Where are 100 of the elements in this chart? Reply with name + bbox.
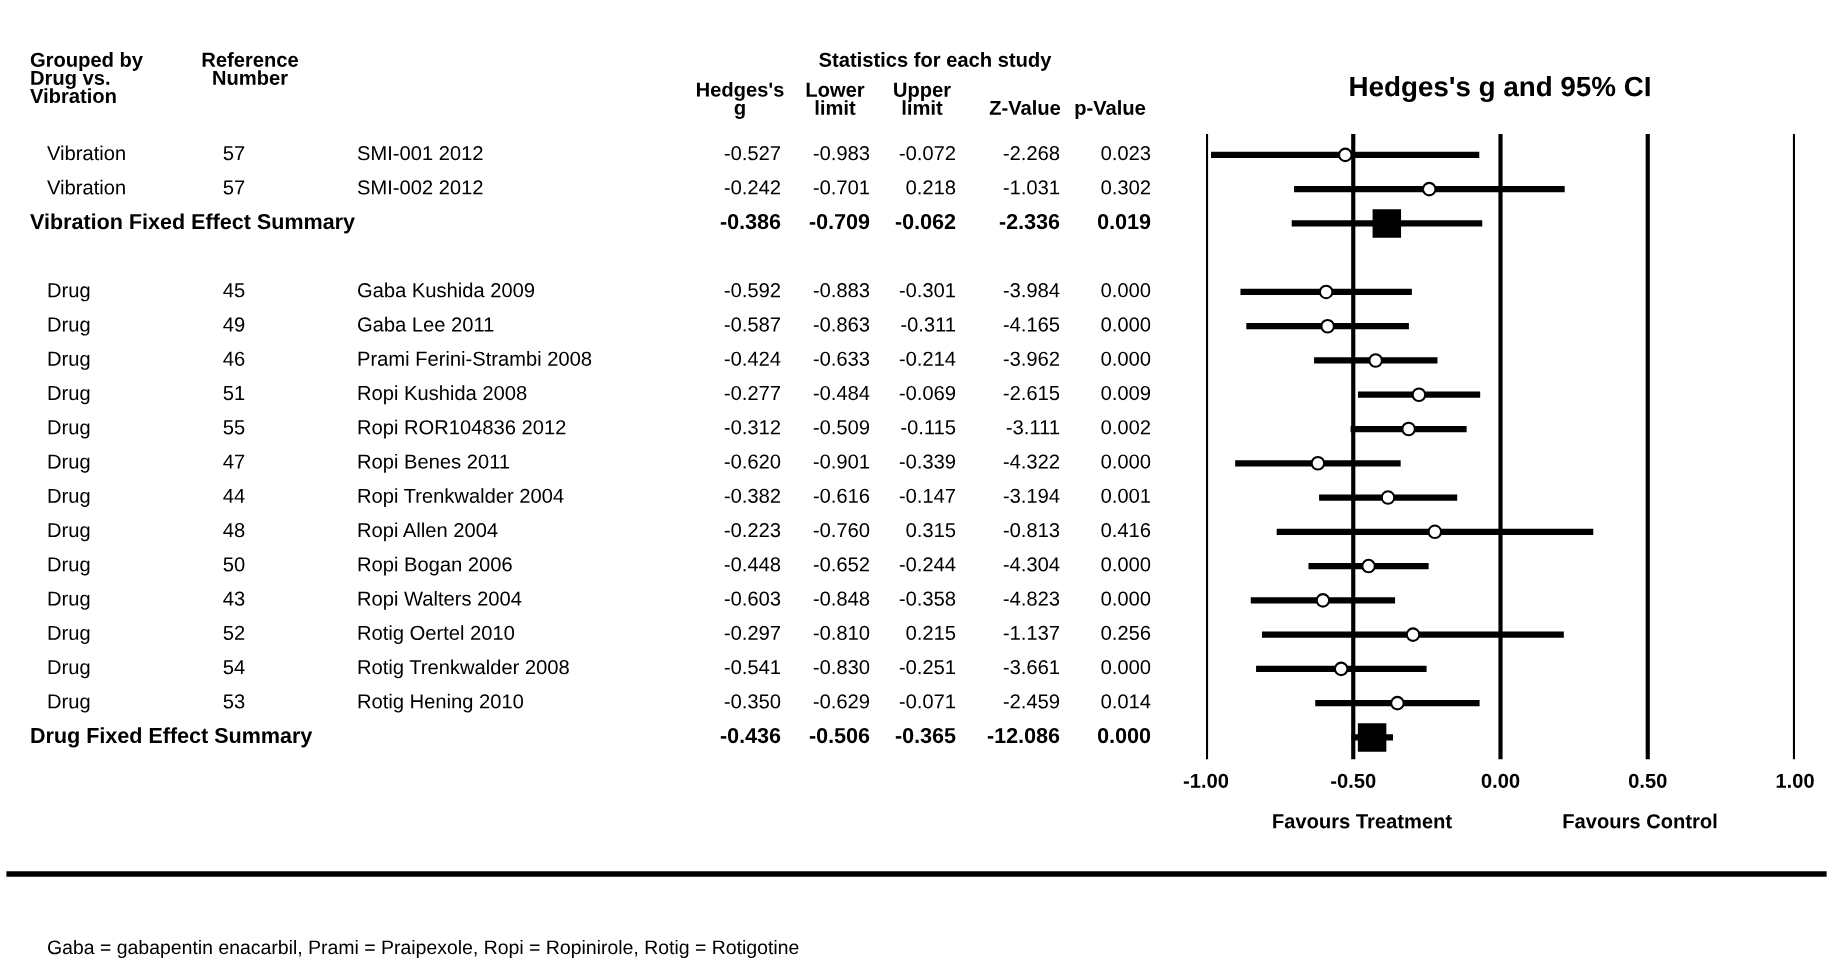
text: Gaba = gabapentin enacarbil, Prami = Praipexole, Ropi = Ropinirole, Rotig = Rotigotine (47, 939, 799, 959)
text: Rotig Hening 2010 (358, 693, 524, 713)
text: -0.629 (813, 694, 870, 709)
text: 53 (223, 694, 245, 709)
point (1380, 490, 1396, 505)
text: -0.620 (724, 454, 781, 469)
text: Drug (48, 283, 90, 302)
category-label: Z-Value (989, 100, 1061, 115)
text: -0.062 (895, 213, 956, 230)
point (1427, 524, 1443, 540)
text: -0.223 (724, 522, 781, 538)
text: 0.023 (1101, 146, 1151, 161)
text: -3.984 (1003, 283, 1060, 298)
text: Drug (48, 523, 90, 542)
text: -0.830 (813, 660, 870, 675)
text: -0.244 (899, 557, 956, 572)
text: Drug (48, 317, 90, 336)
text: -0.810 (813, 625, 870, 641)
text: -0.448 (724, 557, 781, 572)
text: Ropi Bogan 2006 (358, 556, 512, 576)
point (1421, 181, 1437, 197)
text: -0.311 (901, 317, 956, 332)
text: -0.147 (899, 488, 955, 503)
text: Vibration (47, 145, 125, 161)
text: Ropi Trenkwalder 2004 (358, 488, 564, 507)
text: -12.086 (987, 727, 1060, 744)
text: 55 (223, 420, 245, 435)
category-label: Upper limit (894, 82, 951, 115)
text: 44 (223, 488, 245, 503)
text: -0.509 (813, 420, 870, 435)
text: -1.137 (1003, 625, 1059, 641)
text: Drug (48, 591, 90, 610)
text: Drug (48, 625, 90, 644)
text: -4.823 (1003, 591, 1060, 606)
x-tick-label: -0.50 (1331, 773, 1376, 788)
x-tick-label: 1.00 (1776, 773, 1814, 788)
text: -0.616 (813, 488, 870, 503)
text: 0.256 (1101, 625, 1151, 641)
chart-title: Hedges's g and 95% CI (1350, 75, 1650, 103)
text: 0.416 (1101, 522, 1151, 538)
text: -0.358 (899, 591, 956, 606)
point (1368, 353, 1383, 368)
point (1357, 723, 1387, 752)
text: -2.615 (1003, 385, 1060, 401)
text: Drug (48, 488, 90, 507)
category-label: p-Value (1075, 100, 1146, 119)
text: -0.072 (899, 146, 955, 161)
category-label: Lower limit (806, 82, 865, 115)
point (1333, 661, 1349, 677)
text: Drug (48, 420, 90, 439)
text: 51 (223, 386, 245, 401)
point (1411, 387, 1427, 403)
text: -0.115 (901, 420, 956, 435)
text: 0.009 (1101, 385, 1151, 401)
text: 50 (223, 557, 245, 572)
text: -0.541 (724, 660, 781, 675)
point (1338, 147, 1353, 163)
point (1361, 558, 1376, 574)
x-tick-label: 0.50 (1628, 773, 1667, 788)
text: Ropi Walters 2004 (358, 590, 522, 610)
point (1318, 284, 1334, 300)
text: Gaba Lee 2011 (358, 316, 494, 332)
text: -2.336 (999, 213, 1060, 230)
point (1315, 593, 1331, 608)
text: -0.436 (720, 727, 781, 744)
text: Rotig Trenkwalder 2008 (358, 659, 569, 679)
point (1390, 695, 1405, 711)
point (1310, 455, 1326, 471)
text: 48 (223, 522, 245, 538)
text: 57 (223, 146, 245, 161)
point (1372, 209, 1402, 238)
text: -0.386 (720, 213, 781, 230)
text: 0.002 (1101, 420, 1150, 435)
text: -3.194 (1003, 488, 1060, 503)
text: 43 (223, 591, 245, 606)
text: 49 (223, 317, 245, 332)
text: -0.301 (899, 283, 956, 298)
text: 52 (223, 625, 245, 641)
point (1320, 318, 1335, 334)
text: Rotig Oertel 2010 (358, 625, 515, 644)
text: -0.350 (724, 694, 781, 709)
text: -1.031 (1003, 180, 1060, 195)
text: 57 (223, 180, 245, 195)
text: -0.277 (724, 385, 780, 401)
text: 0.302 (1101, 180, 1150, 195)
text: -2.268 (1003, 146, 1060, 161)
text: -0.863 (813, 317, 870, 332)
text: 0.000 (1101, 557, 1151, 572)
text: -0.883 (813, 283, 870, 298)
text: Drug (48, 557, 90, 576)
text: 54 (223, 660, 245, 675)
text: -0.297 (724, 625, 780, 641)
point (1405, 627, 1421, 642)
text: -0.382 (724, 488, 780, 503)
text: SMI-001 2012 (357, 146, 483, 161)
text: -0.527 (724, 146, 780, 161)
text: 0.000 (1101, 351, 1151, 366)
text: 0.000 (1097, 727, 1151, 744)
text: Ropi Benes 2011 (358, 453, 510, 473)
text: -0.339 (899, 454, 956, 469)
